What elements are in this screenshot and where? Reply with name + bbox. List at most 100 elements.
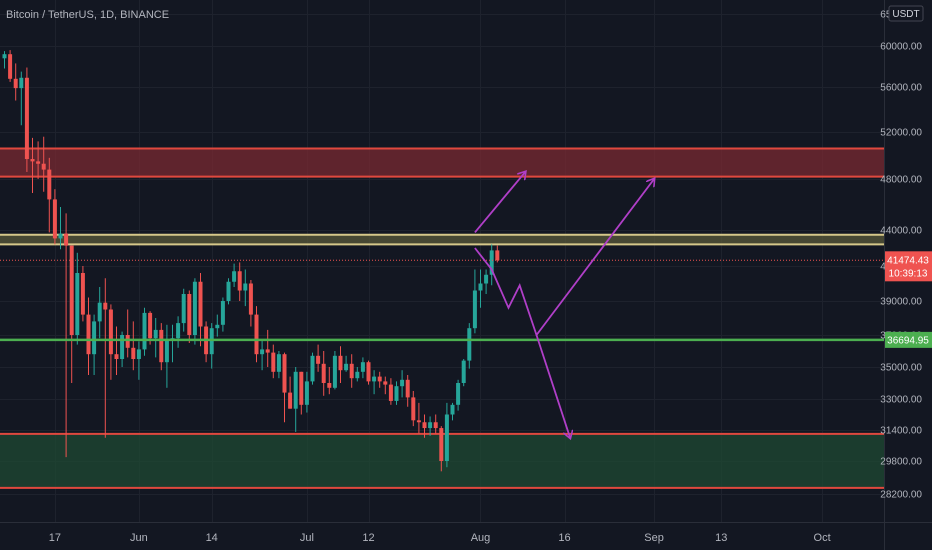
price-tick-label: 52000.00: [880, 128, 922, 139]
candle: [198, 273, 203, 347]
resistance-zone: [0, 148, 884, 177]
candle-body: [80, 273, 85, 315]
projections-layer: [474, 172, 654, 438]
candle-body: [164, 339, 169, 363]
candle-body: [41, 163, 46, 170]
candle: [316, 344, 321, 372]
candle: [478, 269, 483, 308]
candle: [159, 323, 164, 371]
candle-body: [108, 309, 113, 355]
candle-body: [2, 54, 7, 59]
candle: [260, 339, 265, 371]
candle-body: [97, 302, 102, 322]
price-tick-label: 44000.00: [880, 226, 922, 237]
price-tick-label: 35000.00: [880, 363, 922, 374]
candle: [69, 245, 74, 383]
candle-body: [461, 360, 466, 383]
candle: [484, 269, 489, 294]
candle: [243, 269, 248, 307]
candle-body: [220, 301, 225, 325]
candle-body: [92, 321, 97, 355]
candle-body: [433, 422, 438, 429]
candle-body: [355, 371, 360, 379]
candle: [495, 245, 500, 263]
candle: [383, 376, 388, 395]
candle: [187, 290, 192, 343]
price-tick-label: 60000.00: [880, 42, 922, 53]
time-tick-label: 12: [362, 532, 374, 544]
candle: [411, 391, 416, 427]
candle-body: [86, 314, 91, 355]
candle: [304, 371, 309, 413]
candle-body: [349, 363, 354, 379]
currency-badge[interactable]: [888, 5, 924, 22]
candle-body: [293, 371, 298, 409]
candle: [327, 367, 332, 395]
candle: [2, 51, 7, 69]
candle-body: [444, 414, 449, 461]
time-tick-label: Oct: [814, 532, 831, 544]
candle-body: [58, 233, 63, 239]
time-axis[interactable]: 17 Jun 14 Jul 12 Aug 16 Sep 13 Oct: [49, 532, 831, 544]
candle: [30, 137, 35, 194]
candle: [428, 416, 433, 436]
candle-body: [52, 199, 57, 239]
candle: [321, 351, 326, 396]
candle-body: [416, 420, 421, 423]
candle: [288, 376, 293, 409]
candle-body: [148, 312, 153, 339]
candle: [422, 414, 427, 438]
candle: [293, 367, 298, 432]
candle: [80, 266, 85, 322]
pivot-zone: [0, 234, 884, 245]
candle-body: [422, 422, 427, 429]
candle: [181, 288, 186, 332]
candle-body: [388, 384, 393, 401]
candle-body: [136, 349, 141, 359]
candle-body: [237, 271, 242, 291]
candle-body: [209, 328, 214, 355]
symbol-interval: 1D: [99, 9, 115, 21]
candle-body: [467, 328, 472, 361]
candle: [97, 287, 102, 339]
time-tick-label: Sep: [644, 532, 664, 544]
candle-body: [47, 169, 52, 200]
symbol-header[interactable]: Bitcoin / TetherUS, 1D, BINANCE: [6, 9, 170, 21]
candle: [450, 402, 455, 421]
price-tick-label: 29800.00: [880, 457, 922, 468]
candle: [265, 329, 270, 367]
candle-body: [316, 355, 321, 364]
candle-body: [321, 363, 326, 383]
candle-body: [254, 314, 259, 355]
candle-body: [181, 294, 186, 324]
candle: [467, 323, 472, 369]
candle: [360, 357, 365, 379]
candles-layer: [2, 50, 500, 472]
candle-body: [198, 281, 203, 327]
candle: [136, 341, 141, 380]
candle-body: [226, 281, 231, 301]
price-tags: 41474.43 10:39:13 36694.95: [885, 251, 932, 348]
price-tick-label: 48000.00: [880, 175, 922, 186]
candle: [13, 63, 18, 101]
candle-body: [366, 362, 371, 382]
currency-label: USDT: [892, 9, 919, 20]
candle-body: [232, 271, 237, 282]
candle: [75, 252, 80, 345]
candle: [86, 297, 91, 375]
candle: [114, 326, 119, 375]
symbol-name: Bitcoin / TetherUS: [6, 9, 94, 21]
last-price-tag: [885, 251, 932, 282]
candle-body: [344, 363, 349, 371]
candle: [142, 307, 147, 356]
candle: [215, 314, 220, 337]
candle: [355, 367, 360, 382]
candle: [125, 309, 130, 358]
candle-body: [125, 335, 130, 348]
levels-layer: [0, 259, 884, 342]
candle-body: [377, 376, 382, 382]
candle: [24, 67, 29, 172]
candle-body: [159, 329, 164, 363]
candle-body: [13, 78, 18, 89]
